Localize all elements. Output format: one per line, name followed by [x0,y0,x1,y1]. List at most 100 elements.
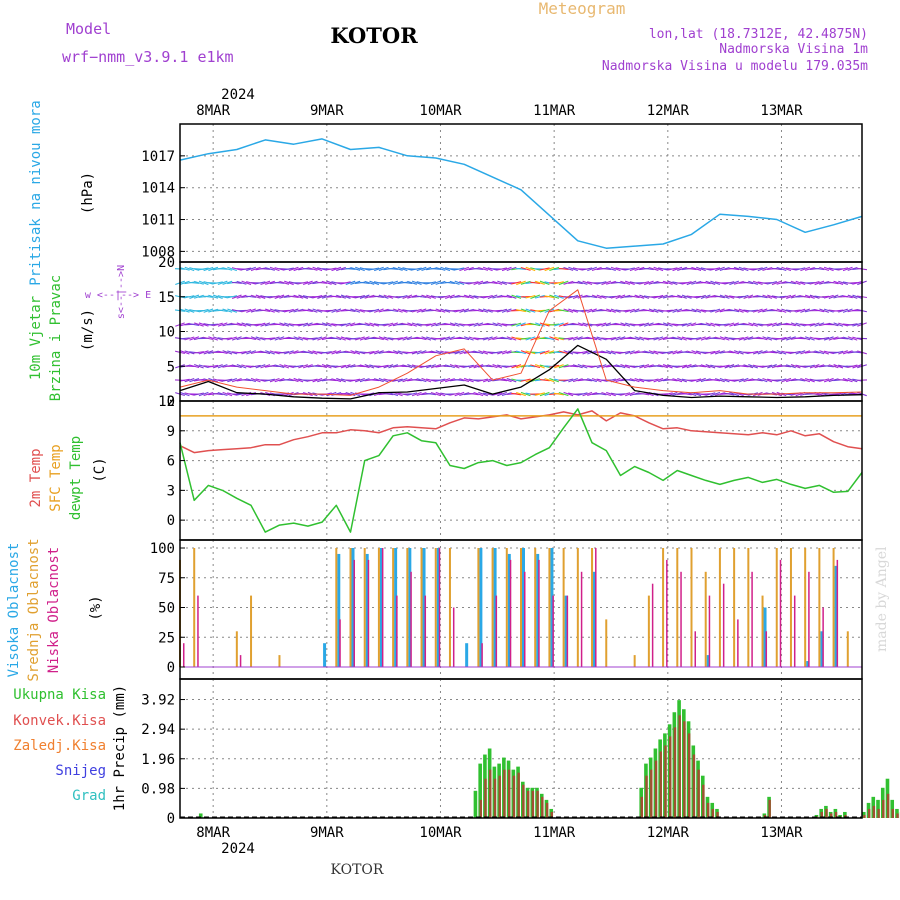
cloud-bar [690,548,693,667]
wind-arrow [733,350,744,355]
wind-arrow [520,378,531,382]
wind-arrow [463,266,474,272]
wind-arrow [392,308,403,313]
wind-arrow [752,350,763,355]
wind-arrow [700,364,711,369]
wind-arrow [572,364,583,369]
wind-arrow [648,295,659,298]
wind-arrow [809,351,820,354]
wind-arrow [800,336,811,341]
wind-arrow [283,308,294,313]
wind-arrow [577,280,588,285]
wind-arrow [781,365,792,368]
wind-arrow [326,350,337,355]
wind-arrow [208,336,219,341]
wind-arrow [738,308,749,313]
wind-arrow [558,364,569,369]
wind-arrow [563,266,574,271]
wind-arrow [662,364,673,369]
wind-arrow [625,280,635,286]
cloud-bar [846,631,849,667]
temp-2m-label: 2m Temp [28,448,44,507]
wind-arrow [705,392,716,396]
wind-arrow [667,391,678,397]
wind-arrow [606,391,616,397]
wind-arrow [302,280,313,286]
wind-arrow [193,351,204,354]
cloud-bar [438,548,441,667]
wind-arrow [558,309,569,313]
wind-arrow [212,281,223,285]
wind-arrow [553,392,564,396]
wind-arrow [696,377,706,383]
wind-arrow [331,378,342,383]
precip-bar [198,813,203,818]
wind-arrow [748,322,758,327]
wind-arrow [336,336,346,341]
wind-arrow [378,364,389,368]
wind-arrow [814,322,825,327]
wind-arrow [312,336,323,341]
wind-arrow [459,336,470,341]
wind-arrow [534,392,545,396]
wind-arrow [757,308,768,313]
wind-arrow [459,308,470,313]
wind-arrow [288,266,299,272]
wind-arrow [359,281,370,284]
wind-arrow [511,322,522,327]
precip-ytick-label: 2.94 [141,722,175,738]
wind-arrow [572,294,583,299]
wind-arrow [288,295,299,298]
cloud-bar [335,548,338,667]
wind-arrow [677,294,687,299]
cloud-bar [235,631,238,667]
wind-arrow [203,350,214,355]
wind-arrow [767,364,777,369]
wind-arrow [610,266,621,272]
year-bottom: 2024 [221,841,255,857]
wind-arrow [331,295,342,298]
wind-arrow [459,350,470,355]
wind-arrow [430,391,441,397]
wind-arrow [492,364,503,369]
wind-arrow [217,364,228,369]
wind-arrow [241,350,252,355]
wind-arrow [809,392,820,396]
wind-arrow [648,266,659,271]
precip-bar [659,751,662,818]
wind-arrow [222,267,233,271]
wind-arrow [473,267,484,270]
wind-arrow [549,377,560,383]
wind-arrow [383,364,394,369]
wind-arrow [719,294,730,299]
wind-arrow [184,295,195,299]
precip-bar [697,769,700,818]
wind-arrow [293,336,304,341]
wind-arrow [359,294,370,299]
wind-arrow [274,364,285,369]
cloud-bar [479,548,483,667]
wind-arrow [634,266,645,271]
precip-legend-label: Zaledj.Kisa [13,738,106,754]
wind-arrow [302,350,313,355]
wind-arrow [383,281,394,285]
wind-arrow [653,294,664,299]
cloud-bar [351,548,355,667]
wind-arrow [582,322,593,327]
wind-arrow [421,377,432,383]
wind-arrow [620,309,631,312]
wind-arrow [804,364,815,368]
wind-arrow [373,336,384,341]
precip-bar [706,802,710,818]
wind-arrow [591,364,602,368]
wind-arrow [748,280,758,285]
cloud-bar [522,548,525,667]
cloud-bar [820,631,824,667]
wind-arrow [696,308,706,313]
wind-arrow [364,280,375,285]
wind-arrow [179,391,190,397]
wind-arrow [492,280,503,285]
wind-arrow [378,294,389,299]
wind-arrow [265,308,275,313]
wind-arrow [392,280,403,285]
